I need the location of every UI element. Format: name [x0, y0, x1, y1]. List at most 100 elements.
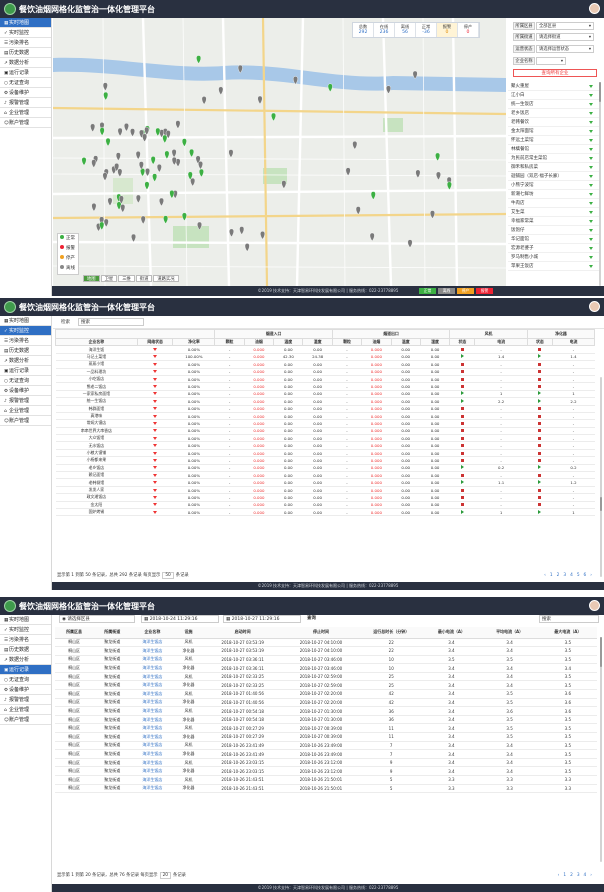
map-marker-icon[interactable]: [229, 228, 234, 238]
date-from-input[interactable]: ▦ 2018-10-24 11:29:16: [141, 615, 219, 623]
map-marker-icon[interactable]: [91, 159, 97, 168]
company-list-item[interactable]: 迦铺园（双店·福子长廊）: [508, 172, 599, 181]
table-row[interactable]: 海洋生饭 0.00% -0.000 0.00 0.00-0.000 0.00 0.00- -: [55, 345, 595, 354]
table-row[interactable]: 桐山区 聚龙街道 海洋生饭店 风机 2018-10-27 00:54:18 2018-10…: [55, 706, 597, 716]
page-link[interactable]: 4: [570, 573, 573, 578]
map-marker-icon[interactable]: [412, 70, 418, 80]
search-input[interactable]: 搜索: [539, 615, 599, 623]
legend-offline[interactable]: 离线: [58, 264, 78, 274]
map-marker-icon[interactable]: [118, 195, 124, 205]
query-button[interactable]: 查询: [307, 616, 316, 621]
sidebar-item[interactable]: ✓实时监控: [0, 625, 51, 635]
company-link[interactable]: 海洋生饭店: [131, 775, 174, 785]
table-row[interactable]: 桐山区 聚龙街道 海洋生饭店 净化器 2018-10-27 00:54:18 2018-1…: [55, 715, 597, 725]
legend-stopped[interactable]: 停产: [58, 254, 78, 264]
table-row[interactable]: 一品料理坊 0.00% -0.000 0.00 0.00-0.000 0.00 0.00- -: [55, 368, 595, 376]
company-list-item[interactable]: 怀远土菜馆: [508, 136, 599, 145]
column-header[interactable]: 企业名称: [55, 337, 138, 347]
map-marker-icon[interactable]: [189, 148, 195, 158]
sidebar-item[interactable]: ↗数据分析: [0, 58, 51, 68]
map-marker-icon[interactable]: [117, 168, 123, 178]
table-row[interactable]: 无水饭店 0.00% -0.000 0.00 0.00-0.000 0.00 0.00- -: [55, 441, 595, 450]
map-canvas[interactable]: [53, 18, 506, 286]
table-row[interactable]: 桐山区 聚龙街道 海洋生饭店 净化器 2018-10-27 03:36:11 2018-1…: [55, 663, 597, 673]
table-row[interactable]: 桐山区 聚龙街道 海洋生饭店 净化器 2018-10-27 01:40:56 2018-1…: [55, 698, 597, 708]
map-marker-icon[interactable]: [99, 221, 105, 231]
table-scrollbar[interactable]: [600, 377, 602, 577]
map-marker-icon[interactable]: [130, 128, 135, 137]
company-link[interactable]: 海洋生饭店: [131, 758, 174, 768]
map-marker-icon[interactable]: [114, 163, 120, 172]
map-marker-icon[interactable]: [415, 169, 421, 179]
table-row[interactable]: 真港味 0.00% -0.000 0.00 0.00-0.000 0.00 0.00- -: [55, 412, 595, 421]
map-marker-icon[interactable]: [105, 137, 111, 147]
map-marker-icon[interactable]: [123, 123, 129, 132]
map-marker-icon[interactable]: [181, 138, 187, 147]
column-header[interactable]: 颗粒: [214, 337, 245, 347]
map-marker-icon[interactable]: [171, 149, 177, 158]
user-avatar[interactable]: [589, 600, 600, 611]
map-marker-icon[interactable]: [140, 168, 146, 177]
street-filter[interactable]: 所属街道 请选择街道: [513, 33, 594, 42]
map-marker-icon[interactable]: [370, 191, 376, 200]
company-link[interactable]: 海洋生饭店: [131, 723, 174, 734]
company-link[interactable]: 海洋生饭店: [131, 706, 174, 716]
table-row[interactable]: 韩群面馆 0.00% -0.000 0.00 0.00-0.000 0.00 0.00- -: [55, 405, 595, 413]
company-link[interactable]: 海洋生饭店: [131, 749, 174, 759]
map-marker-icon[interactable]: [163, 215, 169, 224]
sidebar-item[interactable]: ☰污染排名: [0, 38, 51, 48]
table-row[interactable]: 桐山区 聚龙街道 海洋生饭店 净化器 2018-10-26 23:03:15 2018-1…: [55, 766, 597, 776]
user-avatar[interactable]: [589, 3, 600, 14]
company-list-item[interactable]: 统一生饭店: [508, 100, 599, 109]
page-link[interactable]: ›: [590, 873, 592, 878]
company-link[interactable]: 海洋生饭店: [131, 784, 174, 794]
map-marker-icon[interactable]: [102, 172, 108, 181]
map-marker-icon[interactable]: [446, 181, 452, 191]
map-marker-icon[interactable]: [435, 171, 441, 181]
page-link[interactable]: ›: [590, 573, 592, 578]
table-row[interactable]: 蒸蒸小馆 0.00% -0.000 0.00 0.00-0.000 0.00 0.00- -: [55, 360, 595, 369]
company-link[interactable]: 海洋生饭店: [131, 655, 174, 665]
map-marker-icon[interactable]: [345, 167, 351, 176]
table-row[interactable]: 桐山区 聚龙街道 海洋生饭店 净化器 2018-10-27 03:53:19 2018-1…: [55, 646, 597, 656]
page-link[interactable]: 3: [563, 573, 567, 578]
status-filter[interactable]: 运营状态 请选择运营状态: [513, 45, 594, 54]
page-size-select[interactable]: 50: [162, 572, 174, 579]
table-row[interactable]: 桐山区 聚龙街道 海洋生饭店 净化器 2018-10-26 21:43:51 2018-1…: [55, 784, 597, 794]
map-marker-icon[interactable]: [386, 85, 391, 95]
table-row[interactable]: 桐山区 聚龙街道 海洋生饭店 风机 2018-10-27 01:40:56 2018-10…: [55, 689, 597, 699]
company-list-item[interactable]: 林檎餐馆: [508, 145, 599, 154]
legend-alarm[interactable]: 报警: [58, 244, 78, 254]
map-marker-icon[interactable]: [144, 126, 150, 136]
map-marker-icon[interactable]: [159, 129, 165, 138]
map-marker-icon[interactable]: [187, 171, 193, 181]
company-link[interactable]: 海洋生饭店: [131, 646, 174, 656]
map-marker-icon[interactable]: [103, 91, 109, 101]
map-marker-icon[interactable]: [239, 226, 245, 235]
sidebar-item[interactable]: ♪ 报警管理: [0, 396, 51, 406]
map-marker-icon[interactable]: [156, 163, 162, 173]
column-header[interactable]: 颗粒: [331, 337, 363, 347]
table-row[interactable]: 小杨都来果 0.00% -0.000 0.00 0.00-0.000 0.00 0.00- -: [55, 456, 595, 465]
company-list-item[interactable]: 苹果王饭店: [508, 262, 599, 271]
table-row[interactable]: 桐山区 聚龙街道 海洋生饭店 净化器 2018-10-26 23:41:49 2018-1…: [55, 749, 597, 759]
column-header[interactable]: 企业名称: [131, 627, 174, 639]
sidebar-item[interactable]: ⚙设备维护: [0, 386, 51, 396]
sidebar-item[interactable]: ⚙设备维护: [0, 685, 51, 695]
company-link[interactable]: 海洋生饭店: [131, 732, 174, 742]
map-marker-icon[interactable]: [244, 243, 250, 252]
table-row[interactable]: 马记土菜馆 100.00% -0.000 42.30 24.38-0.000 0.00 0.…: [55, 353, 595, 362]
sidebar-item[interactable]: ☰污染排名: [0, 635, 51, 645]
company-list-item[interactable]: 御禾和私房菜: [508, 163, 599, 172]
table-row[interactable]: 桐山区 聚龙街道 海洋生饭店 风机 2018-10-27 02:33:25 2018-10…: [55, 672, 597, 682]
column-header[interactable]: 平均电流（A）: [480, 627, 539, 639]
sidebar-item[interactable]: ○无证查询: [0, 675, 51, 685]
company-link[interactable]: 海洋生饭店: [131, 766, 174, 776]
map-marker-icon[interactable]: [169, 190, 175, 199]
map-marker-icon[interactable]: [260, 231, 266, 240]
map-marker-icon[interactable]: [115, 152, 121, 161]
table-row[interactable]: 金太阳 0.00% -0.000 0.00 0.00-0.000 0.00 0.00- -: [55, 501, 595, 510]
table-row[interactable]: 赖记面馆 0.00% -0.000 0.00 0.00-0.000 0.00 0.00- -: [55, 471, 595, 480]
table-row[interactable]: 桐山区 聚龙街道 海洋生饭店 风机 2018-10-27 00:27:29 2018-10…: [55, 723, 597, 734]
sidebar-item[interactable]: ↗数据分析: [0, 356, 51, 366]
